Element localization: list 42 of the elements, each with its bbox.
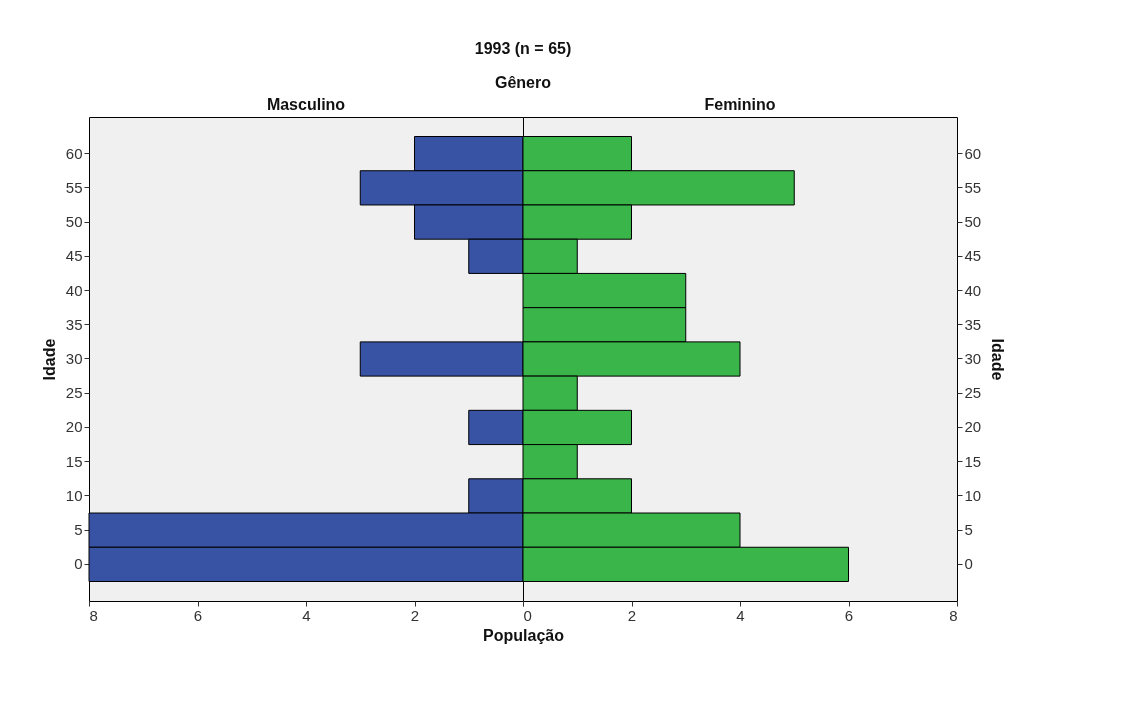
y-tick-label: 50 xyxy=(964,213,982,231)
x-tick-label: 8 xyxy=(89,606,98,624)
x-tick-label: 6 xyxy=(844,606,854,624)
x-tick-label: 0 xyxy=(523,606,532,624)
y-tick-label: 45 xyxy=(964,247,982,265)
y-tick-label: 10 xyxy=(964,486,982,504)
x-tick-label: 6 xyxy=(193,606,203,624)
y-axis-title: Idade xyxy=(989,338,1007,381)
y-tick-label: 5 xyxy=(964,521,973,539)
y-tick-label: 45 xyxy=(65,247,83,265)
y-tick-label: 50 xyxy=(65,213,83,231)
y-tick-label: 40 xyxy=(65,281,83,299)
y-tick-label: 30 xyxy=(964,350,982,367)
y-tick-label: 0 xyxy=(964,555,973,573)
y-tick-label: 20 xyxy=(964,418,982,436)
x-axis-title: População xyxy=(483,626,565,644)
text: Feminino xyxy=(704,96,776,113)
y-axis-title: Idade xyxy=(40,338,58,381)
y-tick-label: 20 xyxy=(65,418,83,436)
y-tick-label: 35 xyxy=(964,315,982,333)
y-tick-label: 55 xyxy=(964,178,982,196)
y-tick-label: 60 xyxy=(65,144,83,162)
legend-title: Gênero xyxy=(494,73,552,91)
x-tick-label: 8 xyxy=(949,606,958,624)
x-tick-label: 4 xyxy=(302,606,311,624)
y-tick-label: 15 xyxy=(964,452,982,470)
y-tick-label: 40 xyxy=(964,281,982,299)
y-tick-label: 5 xyxy=(74,521,83,539)
y-tick-label: 15 xyxy=(65,452,83,470)
chart-title: 1993 (n = 65) xyxy=(474,39,572,57)
y-tick-label: 30 xyxy=(65,350,83,367)
y-tick-label: 10 xyxy=(65,486,83,504)
y-tick-label: 25 xyxy=(964,384,982,402)
y-tick-label: 55 xyxy=(65,178,83,196)
y-tick-label: 35 xyxy=(65,315,83,333)
x-tick-label: 4 xyxy=(736,606,745,624)
x-tick-label: 2 xyxy=(410,606,420,624)
x-tick-label: 2 xyxy=(627,606,637,624)
y-tick-label: 0 xyxy=(74,555,83,573)
y-tick-label: 25 xyxy=(65,384,83,402)
text: Masculino xyxy=(266,96,346,113)
y-tick-label: 60 xyxy=(964,144,982,162)
